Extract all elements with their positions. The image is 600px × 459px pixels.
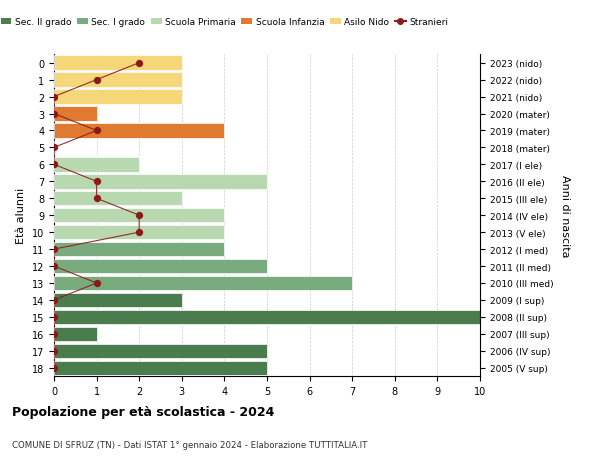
Point [49, 161, 59, 168]
Y-axis label: Anni di nascita: Anni di nascita [560, 174, 570, 257]
Bar [54, 208, 224, 223]
Point [92, 195, 101, 202]
Point [134, 229, 144, 236]
Bar [54, 225, 224, 240]
Y-axis label: Età alunni: Età alunni [16, 188, 26, 244]
Bar [54, 276, 352, 291]
Point [49, 246, 59, 253]
Point [92, 77, 101, 84]
Bar [54, 73, 182, 88]
Text: COMUNE DI SFRUZ (TN) - Dati ISTAT 1° gennaio 2024 - Elaborazione TUTTITALIA.IT: COMUNE DI SFRUZ (TN) - Dati ISTAT 1° gen… [12, 441, 367, 449]
Bar [54, 344, 267, 358]
Bar [54, 242, 224, 257]
Bar [54, 259, 267, 274]
Point [92, 178, 101, 185]
Bar [54, 124, 224, 138]
Point [134, 60, 144, 67]
Legend: Sec. II grado, Sec. I grado, Scuola Primaria, Scuola Infanzia, Asilo Nido, Stran: Sec. II grado, Sec. I grado, Scuola Prim… [0, 15, 452, 31]
Text: Popolazione per età scolastica - 2024: Popolazione per età scolastica - 2024 [12, 405, 274, 419]
Bar [54, 310, 480, 325]
Bar [54, 90, 182, 105]
Bar [54, 327, 97, 341]
Point [92, 128, 101, 135]
Point [49, 330, 59, 338]
Point [49, 313, 59, 321]
Point [49, 364, 59, 372]
Point [49, 297, 59, 304]
Point [49, 347, 59, 355]
Point [49, 145, 59, 152]
Bar [54, 158, 139, 172]
Bar [54, 107, 97, 122]
Bar [54, 56, 182, 71]
Bar [54, 192, 182, 206]
Point [92, 280, 101, 287]
Point [49, 263, 59, 270]
Point [49, 111, 59, 118]
Bar [54, 361, 267, 375]
Point [134, 212, 144, 219]
Bar [54, 175, 267, 189]
Point [49, 94, 59, 101]
Bar [54, 293, 182, 308]
